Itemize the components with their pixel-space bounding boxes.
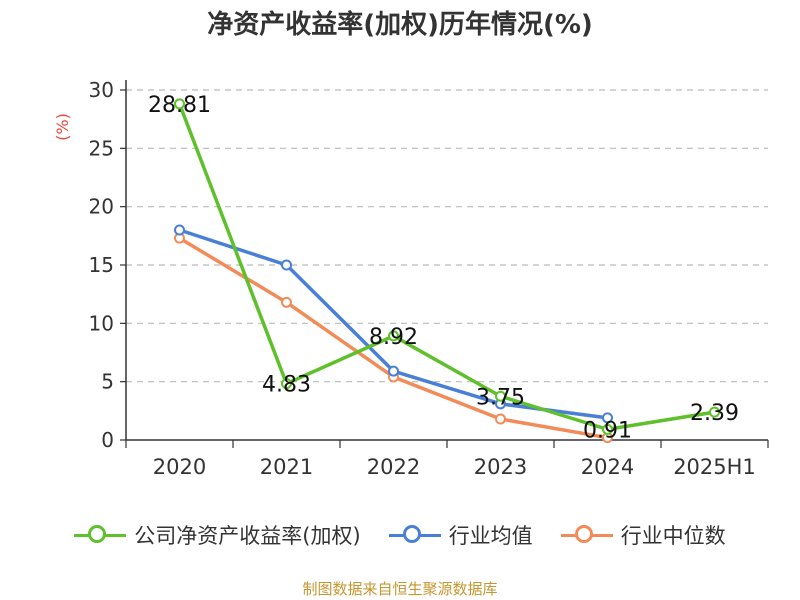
data-point: [495, 390, 506, 402]
x-tick-label: 2024: [581, 455, 634, 479]
data-point: [174, 98, 185, 110]
legend-marker-icon: [388, 523, 441, 547]
x-tick-label: 2022: [367, 455, 420, 479]
data-point: [281, 378, 292, 390]
legend-item[interactable]: 行业中位数: [560, 520, 726, 550]
data-point: [281, 296, 292, 308]
series-line: [177, 103, 715, 432]
data-labels: 28.81 4.83 8.92 3.75 0.91 2.39: [148, 93, 739, 444]
legend-label: 公司净资产收益率(加权): [134, 524, 361, 548]
series-lines: [174, 98, 720, 444]
data-point: [602, 412, 613, 424]
legend-item[interactable]: 公司净资产收益率(加权): [74, 520, 361, 550]
axes: 0 5 10 15 20 25 30 2020 2021 2022 2023 2024 2025H1 (%…: [53, 78, 769, 479]
legend-marker-icon: [74, 523, 127, 547]
legend-label: 行业均值: [448, 524, 533, 548]
chart-title: 净资产收益率(加权)历年情况(%): [207, 10, 593, 40]
legend-marker-icon: [560, 523, 613, 547]
legend-label: 行业中位数: [620, 524, 726, 548]
y-tick-label: 30: [89, 78, 114, 102]
data-point: [495, 413, 506, 425]
legend-item[interactable]: 行业均值: [388, 520, 533, 550]
y-tick-label: 0: [101, 428, 114, 452]
x-tick-label: 2023: [474, 455, 527, 479]
data-point: [388, 330, 399, 342]
data-label: 28.81: [148, 93, 211, 118]
data-point: [602, 423, 613, 435]
data-point: [174, 224, 185, 236]
grid-lines: [126, 89, 768, 383]
data-point: [709, 406, 720, 418]
data-label: 2.39: [690, 401, 739, 426]
data-label: 0.91: [583, 418, 632, 443]
source-note: 制图数据来自恒生聚源数据库: [302, 580, 498, 598]
y-tick-label: 25: [89, 136, 114, 160]
y-tick-label: 15: [89, 253, 114, 277]
y-axis-label: (%): [53, 113, 72, 141]
legend: 公司净资产收益率(加权) 行业均值 行业中位数: [0, 520, 800, 550]
data-label: 3.75: [476, 385, 525, 410]
x-tick-label: 2025H1: [673, 455, 756, 479]
y-tick-label: 10: [89, 311, 114, 335]
x-tick-label: 2021: [260, 455, 313, 479]
data-label: 4.83: [262, 373, 311, 398]
y-tick-label: 5: [101, 370, 114, 394]
x-tick-label: 2020: [153, 455, 206, 479]
data-point: [388, 365, 399, 377]
y-tick-label: 20: [89, 195, 114, 219]
data-point: [281, 259, 292, 271]
data-label: 8.92: [369, 325, 418, 350]
